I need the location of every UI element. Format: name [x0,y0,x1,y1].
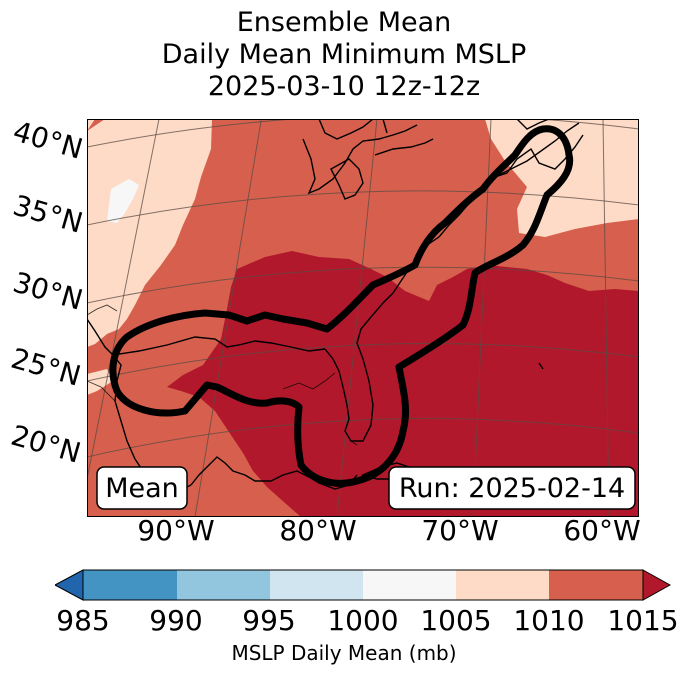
pressure-field-1005-1010-sw [87,369,113,395]
colorbar-label: MSLP Daily Mean (mb) [231,641,457,665]
colorbar [55,569,671,601]
pressure-field-1000-1005-patch [107,179,139,223]
colorbar-tick-1000: 1000 [327,604,399,637]
colorbar-tick-990: 990 [149,604,203,637]
colorbar-tick-1005: 1005 [420,604,492,637]
lat-label-35: 35°N [9,188,87,240]
colorbar-bin-990-995 [177,570,270,600]
graticule-parallels [87,119,639,458]
colorbar-bin-995-1000 [270,570,363,600]
title-line-1: Ensemble Mean [236,7,452,38]
run-label: Run: 2025-02-14 [399,473,625,504]
colorbar-extend-low [55,569,84,601]
borders [87,304,358,446]
pressure-field-1005-1010-west [87,119,212,347]
colorbar-bin-1000-1005 [363,570,456,600]
mslp-map: Mean Run: 2025-02-14 [87,119,639,517]
colorbar-frame [82,569,644,601]
colorbar-bin-1010-1015 [549,570,643,600]
colorbar-tick-1010: 1010 [513,604,585,637]
title-line-2: Daily Mean Minimum MSLP [161,39,527,70]
pressure-field-1005-1010-nw-corner [87,119,95,131]
run-label-box: Run: 2025-02-14 [388,466,636,510]
lon-label-60w: 60°W [563,514,641,547]
lat-label-30: 30°N [9,265,87,317]
lat-label-20: 20°N [7,418,85,470]
mean-label-box: Mean [96,466,188,510]
mean-label: Mean [105,473,179,504]
colorbar-bin-985-990 [83,570,177,600]
colorbar-extend-high [642,569,671,601]
lat-label-25: 25°N [7,341,85,393]
colorbar-tick-1015: 1015 [607,604,679,637]
title-line-3: 2025-03-10 12z-12z [207,71,481,102]
lon-label-90w: 90°W [137,514,215,547]
colorbar-bin-1005-1010 [456,570,549,600]
colorbar-tick-995: 995 [242,604,296,637]
lat-label-40: 40°N [9,114,87,166]
map-frame [87,119,639,517]
ensemble-contour-outline [109,125,574,487]
coastlines [87,119,584,492]
lon-label-70w: 70°W [421,514,499,547]
colorbar-tick-985: 985 [56,604,110,637]
lon-label-80w: 80°W [279,514,357,547]
